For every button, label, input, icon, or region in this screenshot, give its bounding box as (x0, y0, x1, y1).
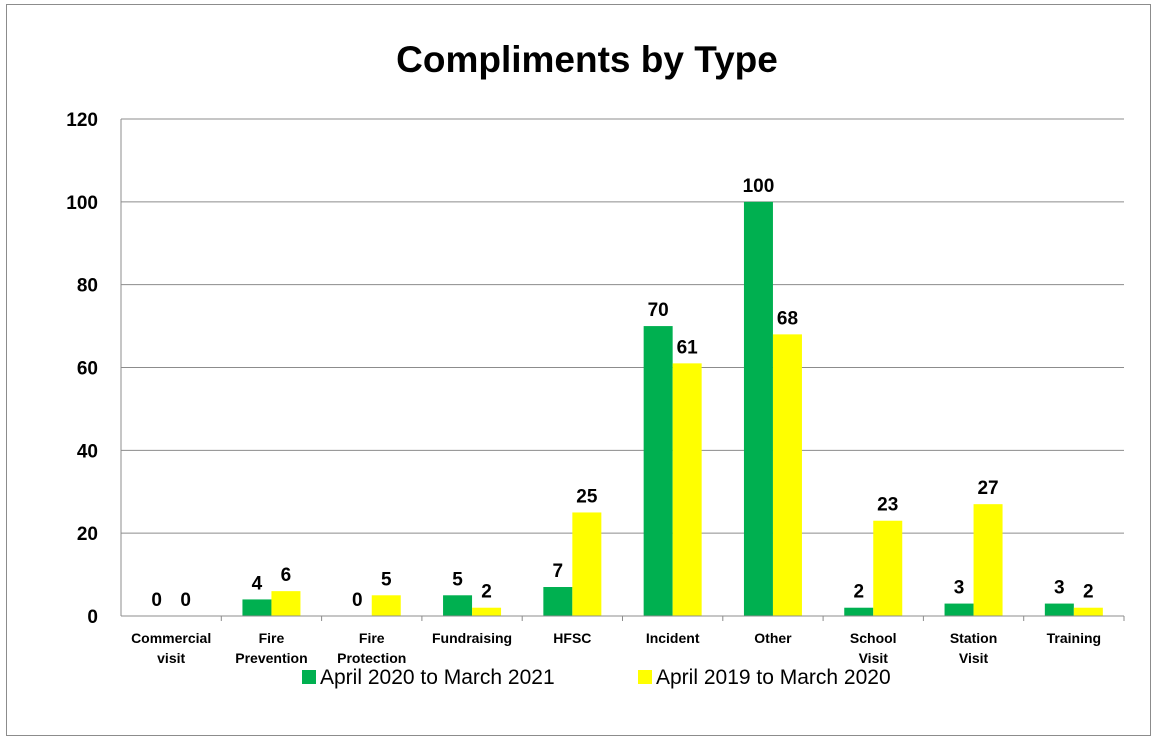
gridlines (121, 118, 1124, 534)
bar-series-2 (973, 504, 1003, 616)
x-tick-label: Commercial visit (131, 630, 211, 666)
bar-series-1 (944, 603, 974, 616)
bar-series-2 (572, 512, 602, 616)
legend-swatch (638, 670, 652, 684)
x-tick-label-line: Incident (646, 630, 700, 646)
y-tick-label: 60 (77, 359, 98, 380)
bar-series-1 (443, 595, 473, 616)
bars (242, 201, 1103, 617)
x-tick-label: HFSC (553, 630, 591, 646)
data-label: 6 (281, 565, 292, 586)
data-label: 25 (576, 486, 598, 507)
y-tick-label: 120 (66, 110, 98, 131)
x-tick-label: School Visit (850, 630, 897, 666)
x-tick-label-line: Protection (337, 650, 406, 666)
data-label: 70 (648, 300, 669, 321)
bar-series-2 (1073, 607, 1103, 616)
chart-svg: Compliments by Type 0 04 605 52725706110068… (66, 39, 1125, 689)
x-tick-label-line: Other (754, 630, 792, 646)
y-tick-label: 0 (87, 607, 98, 628)
bar-series-1 (1044, 603, 1074, 616)
data-label: 3 (1054, 578, 1065, 599)
legend: April 2020 to March 2021 April 2019 to Ma… (302, 666, 891, 689)
data-label: 2 (1083, 582, 1094, 603)
data-label: 68 (777, 308, 798, 329)
legend-swatch (302, 670, 316, 684)
data-label: 0 (151, 590, 162, 611)
data-label: 5 (381, 569, 392, 590)
x-tick-label: Fire Protection (337, 630, 406, 666)
bar-series-1 (643, 326, 673, 616)
x-tick-label: Fire Prevention (235, 630, 307, 666)
x-tick-label-line: Station (950, 630, 997, 646)
bar-series-2 (672, 363, 702, 616)
y-tick-label: 40 (77, 441, 98, 462)
data-label: 2 (853, 582, 864, 603)
x-tick-label-line: Fundraising (432, 630, 512, 646)
bar-series-1 (844, 607, 874, 616)
x-tick-label: Training (1047, 630, 1101, 646)
bar-series-2 (772, 334, 802, 616)
x-tick-label-line: Training (1047, 630, 1101, 646)
x-tick-label-line: School (850, 630, 897, 646)
x-tick-label-line: Prevention (235, 650, 307, 666)
data-label: 7 (553, 561, 564, 582)
data-label: 2 (481, 582, 492, 603)
data-label: 61 (677, 337, 699, 358)
bar-series-2 (271, 591, 301, 616)
x-tick-label-line: HFSC (553, 630, 591, 646)
y-tick-label: 20 (77, 524, 98, 545)
bar-series-1 (242, 599, 272, 616)
x-tick-label-line: Visit (859, 650, 889, 666)
y-tick-label: 100 (66, 193, 98, 214)
x-tick-label-line: visit (157, 650, 185, 666)
x-tick-label-line: Commercial (131, 630, 211, 646)
data-label: 4 (252, 573, 263, 594)
x-tick-label: Station Visit (950, 630, 997, 666)
data-label: 23 (877, 495, 898, 516)
data-label: 100 (743, 176, 775, 197)
y-tick-label: 80 (77, 276, 98, 297)
bar-series-1 (743, 201, 773, 617)
y-axis: 0 20 40 60 80 100 120 (66, 110, 122, 628)
x-tick-label: Incident (646, 630, 700, 646)
x-axis: Commercial visit Fire Prevention Fire Protect… (121, 615, 1125, 666)
bar-series-1 (543, 587, 573, 616)
chart-title: Compliments by Type (396, 39, 778, 80)
bar-series-2 (873, 520, 903, 616)
chart-frame: Compliments by Type 0 0 4 6 0 5 5 2 7 25 70 61 100 68… (6, 4, 1151, 736)
legend-label: April 2019 to March 2020 (656, 666, 891, 689)
data-label: 3 (954, 578, 965, 599)
bar-series-2 (472, 607, 502, 616)
x-tick-label: Fundraising (432, 630, 512, 646)
data-label: 0 (352, 590, 363, 611)
data-label: 0 (180, 590, 191, 611)
legend-label: April 2020 to March 2021 (320, 666, 555, 689)
data-label: 5 (452, 569, 463, 590)
x-tick-label-line: Visit (959, 650, 989, 666)
data-label: 27 (977, 478, 998, 499)
x-tick-label-line: Fire (259, 630, 285, 646)
x-tick-label: Other (754, 630, 792, 646)
bar-series-2 (371, 595, 401, 616)
x-tick-label-line: Fire (359, 630, 385, 646)
